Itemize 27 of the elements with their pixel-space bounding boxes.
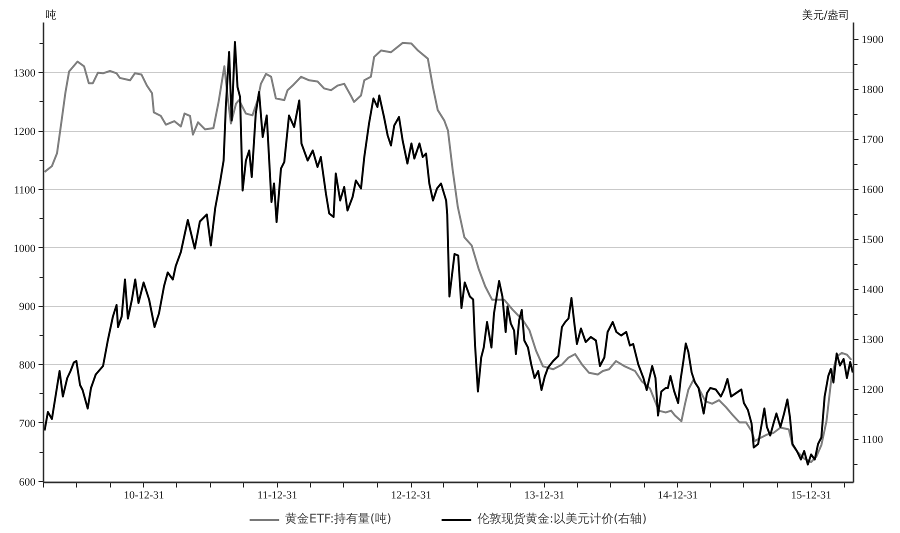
x-tick-label: 15-12-31 — [790, 490, 832, 502]
y2-tick-label: 1200 — [862, 384, 884, 396]
y2-tick-label: 1500 — [862, 234, 884, 246]
y-tick-label: 700 — [19, 418, 36, 430]
y2-tick-label: 1600 — [862, 184, 884, 196]
x-tick-label: 12-12-31 — [390, 490, 432, 502]
y-tick-label: 1000 — [14, 242, 36, 255]
x-tick-label: 10-12-31 — [124, 490, 164, 502]
y-tick-label: 1200 — [14, 126, 36, 138]
y2-tick-label: 1300 — [862, 334, 884, 346]
y2-axis-title: 美元/盎司 — [802, 8, 850, 22]
y2-tick-label: 1100 — [862, 434, 884, 446]
y-tick-label: 1300 — [14, 68, 36, 80]
legend-label: 黄金ETF:持有量(吨) — [285, 510, 392, 528]
y-tick-label: 800 — [19, 360, 36, 372]
legend-label: 伦敦现货黄金:以美元计价(右轴) — [477, 510, 647, 528]
x-tick-label: 11-12-31 — [257, 490, 298, 502]
y-axis-title: 吨 — [46, 8, 56, 22]
y-tick-label: 900 — [19, 301, 36, 314]
y2-tick-label: 1900 — [862, 34, 884, 46]
y-tick-label: 1100 — [14, 184, 36, 196]
y-tick-label: 600 — [19, 476, 36, 488]
x-tick-label: 14-12-31 — [658, 490, 698, 502]
x-tick-label: 13-12-31 — [524, 490, 565, 502]
y2-tick-label: 1400 — [862, 284, 884, 296]
y2-tick-label: 1700 — [862, 134, 884, 146]
y2-tick-label: 1800 — [862, 84, 884, 96]
